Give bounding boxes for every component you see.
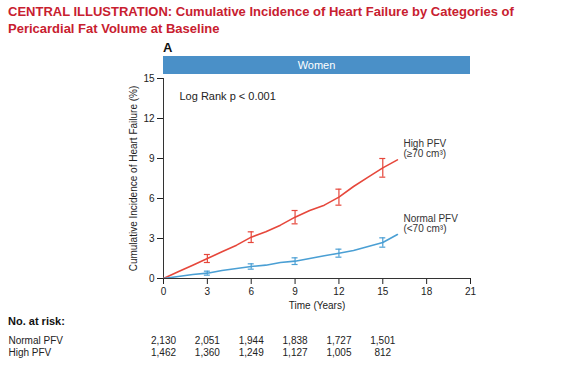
svg-text:3: 3 bbox=[149, 233, 155, 244]
svg-text:High PFV: High PFV bbox=[9, 347, 52, 358]
svg-text:1,127: 1,127 bbox=[283, 347, 308, 358]
svg-text:812: 812 bbox=[374, 347, 391, 358]
svg-text:Normal PFV: Normal PFV bbox=[9, 335, 64, 346]
svg-text:Normal PFV(<70 cm³): Normal PFV(<70 cm³) bbox=[403, 213, 458, 234]
svg-text:1,360: 1,360 bbox=[195, 347, 220, 358]
svg-text:1,005: 1,005 bbox=[326, 347, 351, 358]
svg-text:6: 6 bbox=[248, 286, 254, 297]
svg-text:2,130: 2,130 bbox=[151, 335, 176, 346]
svg-text:0: 0 bbox=[149, 273, 155, 284]
svg-text:12: 12 bbox=[333, 286, 345, 297]
svg-text:2,051: 2,051 bbox=[195, 335, 220, 346]
svg-text:9: 9 bbox=[149, 153, 155, 164]
html-text:No. at risk:: No. at risk: bbox=[8, 315, 65, 327]
svg-text:Cumulative Incidence of Heart: Cumulative Incidence of Heart Failure (%… bbox=[128, 86, 139, 272]
svg-text:1,838: 1,838 bbox=[283, 335, 308, 346]
svg-text:1,249: 1,249 bbox=[239, 347, 264, 358]
svg-text:15: 15 bbox=[377, 286, 389, 297]
html-text:CENTRAL ILLUSTRATION: Cumulati: CENTRAL ILLUSTRATION: Cumulative Inciden… bbox=[8, 4, 514, 36]
svg-text:15: 15 bbox=[143, 74, 155, 84]
svg-text:Log Rank p < 0.001: Log Rank p < 0.001 bbox=[180, 90, 276, 102]
svg-text:1,462: 1,462 bbox=[151, 347, 176, 358]
svg-text:9: 9 bbox=[292, 286, 298, 297]
svg-text:18: 18 bbox=[421, 286, 433, 297]
svg-text:21: 21 bbox=[465, 286, 477, 297]
svg-text:1,501: 1,501 bbox=[370, 335, 395, 346]
svg-text:Time (Years): Time (Years) bbox=[289, 300, 346, 311]
html-text:A: A bbox=[163, 40, 173, 55]
svg-text:High PFV(≥70 cm³): High PFV(≥70 cm³) bbox=[403, 138, 446, 159]
svg-text:6: 6 bbox=[149, 193, 155, 204]
svg-text:12: 12 bbox=[143, 113, 155, 124]
svg-text:0: 0 bbox=[161, 286, 167, 297]
svg-text:1,727: 1,727 bbox=[326, 335, 351, 346]
svg-text:3: 3 bbox=[205, 286, 211, 297]
html-text:Women: Women bbox=[297, 59, 336, 71]
svg-text:1,944: 1,944 bbox=[239, 335, 264, 346]
